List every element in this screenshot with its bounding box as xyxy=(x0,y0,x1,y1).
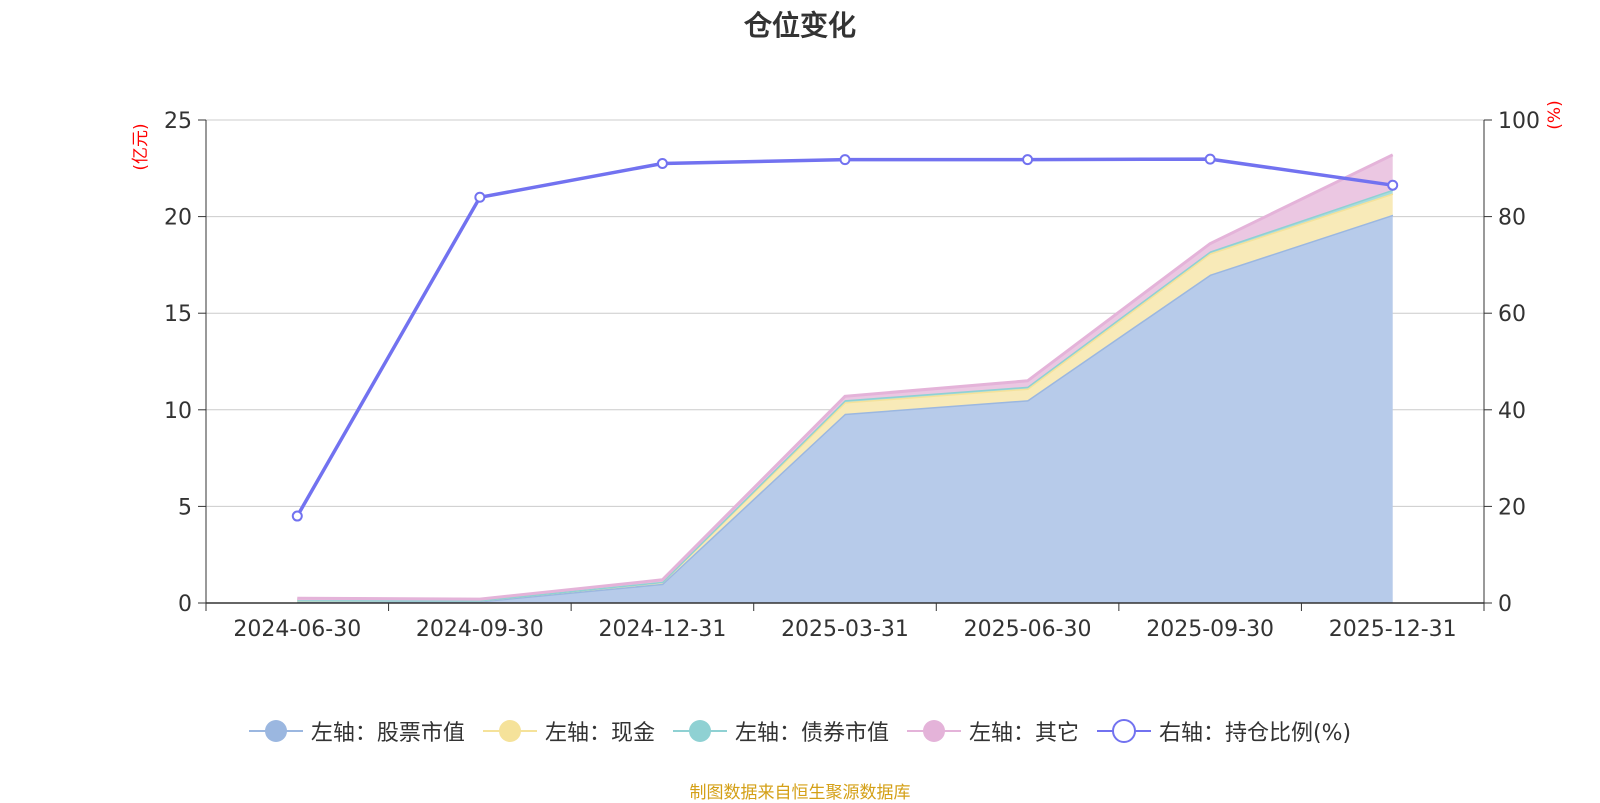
area-左轴：现金 xyxy=(297,193,1393,602)
legend-item[interactable]: 左轴：股票市值 xyxy=(248,715,465,747)
line-point xyxy=(291,510,303,522)
x-axis-tick-label: 2024-12-31 xyxy=(598,617,726,642)
legend-label: 右轴：持仓比例(%) xyxy=(1158,721,1352,746)
axes: 0 5 10 15 20 25 0 20 40 60 80 100 2024-06-30 2024-09-… xyxy=(164,109,1540,642)
legend: 左轴：股票市值 左轴：现金 左轴：债券市值 左轴：其它 右轴：持仓比例(%) xyxy=(0,715,1600,747)
legend-item[interactable]: 左轴：债券市值 xyxy=(672,715,889,747)
legend-label: 左轴：股票市值 xyxy=(310,721,465,746)
legend-marker-icon xyxy=(248,720,303,742)
right-axis-tick-label: 100 xyxy=(1498,109,1540,134)
line-point xyxy=(474,191,486,203)
legend-item[interactable]: 右轴：持仓比例(%) xyxy=(1096,715,1352,747)
legend-marker-icon xyxy=(672,720,727,742)
source-note: 制图数据来自恒生聚源数据库 xyxy=(689,783,911,803)
left-axis-tick-label: 10 xyxy=(164,399,192,424)
left-axis-tick-label: 0 xyxy=(178,592,192,617)
x-axis-tick-label: 2024-09-30 xyxy=(416,617,544,642)
ratio-line-series xyxy=(291,153,1399,522)
right-axis-tick-label: 60 xyxy=(1498,302,1526,327)
legend-marker-icon xyxy=(482,720,537,742)
x-axis-tick-label: 2025-06-30 xyxy=(964,617,1092,642)
legend-item[interactable]: 左轴：现金 xyxy=(482,715,655,747)
line-point xyxy=(1022,154,1034,166)
right-axis-tick-label: 20 xyxy=(1498,495,1526,520)
x-axis-tick-label: 2025-03-31 xyxy=(781,617,909,642)
x-axis-tick-label: 2024-06-30 xyxy=(233,617,361,642)
legend-marker-icon xyxy=(1096,719,1151,743)
left-axis-tick-label: 25 xyxy=(164,109,192,134)
area-edge-左轴：其它 xyxy=(297,153,1394,601)
left-axis-unit-label: (亿元) xyxy=(131,123,151,170)
line-point xyxy=(1204,153,1216,165)
legend-label: 左轴：债券市值 xyxy=(734,721,889,746)
area-左轴：股票市值 xyxy=(297,214,1393,603)
x-axis-tick-label: 2025-12-31 xyxy=(1329,617,1457,642)
stacked-areas xyxy=(297,153,1394,604)
left-axis-tick-label: 5 xyxy=(178,495,192,520)
line-point xyxy=(1387,179,1399,191)
chart-title: 仓位变化 xyxy=(743,9,856,42)
left-axis-tick-label: 15 xyxy=(164,302,192,327)
line-point xyxy=(839,154,851,166)
right-axis-tick-label: 0 xyxy=(1498,592,1512,617)
legend-marker-icon xyxy=(906,720,961,742)
line-point xyxy=(656,157,668,169)
left-axis-tick-label: 20 xyxy=(164,206,192,231)
right-axis-tick-label: 40 xyxy=(1498,399,1526,424)
right-axis-unit-label: (%) xyxy=(1545,100,1565,129)
right-axis-tick-label: 80 xyxy=(1498,206,1526,231)
x-axis-tick-label: 2025-09-30 xyxy=(1146,617,1274,642)
legend-item[interactable]: 左轴：其它 xyxy=(906,715,1079,747)
legend-label: 左轴：现金 xyxy=(544,721,655,746)
legend-label: 左轴：其它 xyxy=(968,721,1079,746)
